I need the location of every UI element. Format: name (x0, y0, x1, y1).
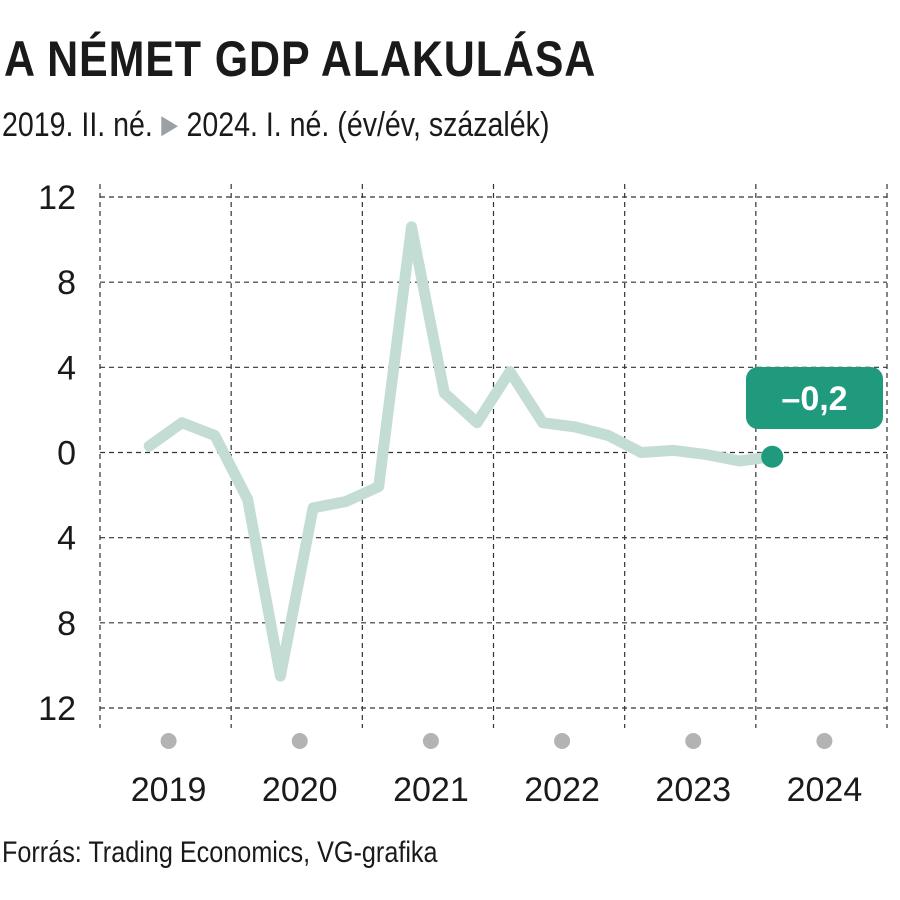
callout-layer: –0,2 (746, 367, 883, 468)
value-callout-label: –0,2 (781, 380, 847, 418)
x-tick-label: 2021 (393, 771, 469, 809)
grid-lines (99, 184, 888, 728)
y-tick-label: 0 (57, 435, 76, 473)
y-tick-label: 8 (57, 264, 76, 302)
y-tick-label: 4 (57, 520, 76, 558)
x-tick-label: 2022 (524, 771, 600, 809)
x-tick-label: 2020 (262, 771, 338, 809)
year-marker-dot (554, 733, 571, 749)
series-layer (143, 221, 778, 682)
year-marker-dot (422, 733, 439, 749)
x-tick-label: 2019 (131, 771, 207, 809)
y-axis-ticks: 12 8 4 0 4 8 12 (38, 179, 76, 728)
x-tick-label: 2023 (655, 771, 731, 809)
y-tick-label: 12 (38, 690, 76, 728)
subtitle-start: 2019. II. né. (2, 106, 153, 144)
y-tick-label: 12 (38, 179, 76, 217)
year-marker-dot (685, 733, 702, 749)
x-axis-ticks: 2019 2020 2021 2022 2023 2024 (131, 733, 862, 809)
gdp-line-chart: 12 8 4 0 4 8 12 2019 2020 2021 2022 2023 2024 –0,2 (38, 179, 888, 809)
arrow-right-icon: ▶ (161, 109, 179, 139)
last-value-dot (761, 445, 784, 468)
y-tick-label: 4 (57, 349, 76, 387)
gdp-series-line (143, 221, 778, 682)
year-marker-dot (160, 733, 177, 749)
subtitle-end: 2024. I. né. (év/év, százalék) (186, 106, 550, 144)
year-marker-dot (816, 733, 833, 749)
y-tick-label: 8 (57, 605, 76, 643)
value-callout-badge (746, 367, 883, 429)
x-tick-label: 2024 (787, 771, 863, 809)
chart-title: A NÉMET GDP ALAKULÁSA (4, 31, 597, 87)
chart-subtitle: 2019. II. né. ▶ 2024. I. né. (év/év, száza… (2, 106, 549, 145)
year-marker-dot (291, 733, 308, 749)
source-note: Forrás: Trading Economics, VG-grafika (2, 836, 438, 869)
